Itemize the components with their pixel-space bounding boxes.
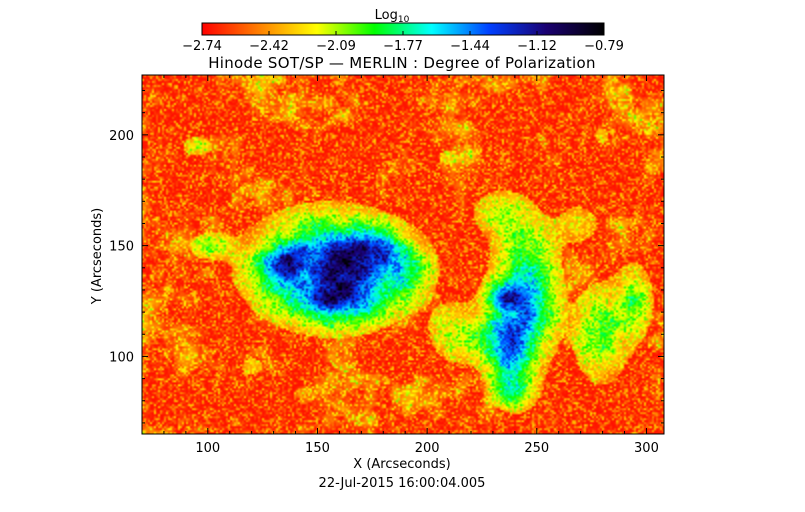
x-axis-label: X (Arcseconds) bbox=[353, 457, 450, 472]
colorbar-title: Log10 bbox=[375, 8, 410, 25]
colorbar-tick-label: −2.09 bbox=[316, 39, 356, 54]
x-axis-ticks: 100 150 200 250 300 bbox=[141, 75, 659, 456]
y-tick-label: 150 bbox=[109, 240, 134, 255]
y-tick-label: 100 bbox=[109, 350, 134, 365]
x-tick-label: 250 bbox=[524, 441, 549, 456]
y-axis-label: Y (Arcseconds) bbox=[90, 208, 105, 305]
polarization-heatmap bbox=[142, 75, 664, 434]
colorbar-tick-label: −1.12 bbox=[517, 39, 557, 54]
y-tick-label: 200 bbox=[109, 129, 134, 144]
timestamp: 22-Jul-2015 16:00:04.005 bbox=[319, 476, 486, 491]
plot-frame bbox=[141, 74, 665, 435]
colorbar-tick-label: −2.74 bbox=[182, 39, 222, 54]
colorbar-tick-label: −0.79 bbox=[584, 39, 624, 54]
colorbar-tick-label: −1.44 bbox=[450, 39, 490, 54]
chart-title: Hinode SOT/SP — MERLIN : Degree of Polar… bbox=[208, 54, 596, 72]
colorbar-tick-label: −2.42 bbox=[249, 39, 289, 54]
x-tick-label: 200 bbox=[415, 441, 440, 456]
colorbar-ticks: −2.74 −2.42 −2.09 −1.77 −1.44 −1.12 −0.79 bbox=[182, 31, 624, 54]
x-tick-label: 100 bbox=[195, 441, 220, 456]
y-axis-ticks: 100 150 200 bbox=[109, 90, 664, 424]
colorbar-tick-label: −1.77 bbox=[383, 39, 423, 54]
x-tick-label: 150 bbox=[305, 441, 330, 456]
x-tick-label: 300 bbox=[634, 441, 659, 456]
